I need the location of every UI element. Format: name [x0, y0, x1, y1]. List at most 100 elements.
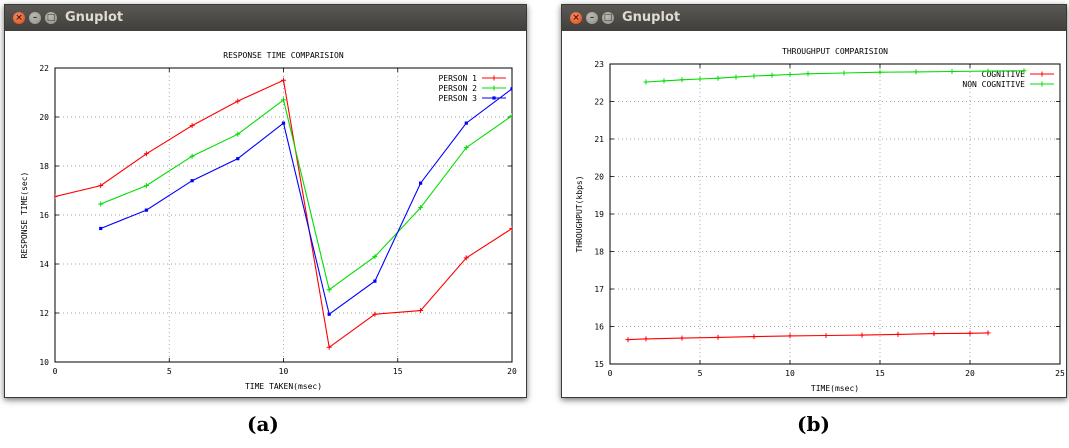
throughput-series-1: [625, 330, 991, 343]
data-point: [967, 330, 973, 336]
legend-label: PERSON 2: [438, 84, 477, 93]
data-point: [679, 77, 685, 83]
gnuplot-window-b: × – □ Gnuplot THROUGHPUT COMPARISION 0 5 10…: [561, 4, 1067, 398]
y-tick-label: 22: [39, 64, 49, 73]
data-point: [235, 98, 241, 104]
data-point: [418, 308, 424, 314]
x-tick-label: 15: [875, 369, 885, 378]
y-tick-label: 18: [594, 248, 604, 257]
data-point: [143, 183, 149, 189]
y-tick-label: 20: [594, 173, 604, 182]
y-tick-label: 12: [39, 309, 49, 318]
close-icon[interactable]: ×: [570, 12, 582, 24]
legend-marker: [491, 85, 497, 91]
person-series-3: [99, 87, 512, 316]
data-point: [805, 71, 811, 77]
y-tick-label: 15: [594, 360, 604, 369]
data-point: [715, 334, 721, 340]
y-tick-label: 20: [39, 113, 49, 122]
legend-label: COGNITIVE: [982, 70, 1026, 79]
x-tick-label: 15: [393, 367, 403, 376]
data-point: [372, 311, 378, 317]
x-tick-label: 20: [507, 367, 517, 376]
x-tick-label: 0: [53, 367, 58, 376]
x-tick-label: 10: [785, 369, 795, 378]
data-point: [733, 74, 739, 80]
data-point: [144, 208, 148, 212]
data-point: [326, 287, 332, 293]
data-point: [281, 97, 286, 103]
data-point: [189, 123, 195, 129]
data-point: [643, 79, 649, 85]
x-tick-label: 5: [698, 369, 703, 378]
data-point: [661, 78, 667, 84]
y-tick-label: 21: [594, 135, 604, 144]
x-tick-label: 0: [608, 369, 613, 378]
data-point: [625, 337, 631, 343]
y-tick-label: 16: [39, 211, 49, 220]
data-point: [787, 72, 793, 77]
y-tick-label: 19: [594, 210, 604, 219]
legend-marker: [1039, 81, 1045, 87]
x-axis-label: TIME TAKEN(msec): [245, 382, 322, 391]
data-point: [281, 121, 286, 125]
x-tick-label: 20: [965, 369, 975, 378]
data-point: [189, 153, 195, 159]
data-point: [841, 70, 847, 76]
data-point: [327, 312, 331, 316]
data-point: [463, 145, 469, 151]
data-point: [98, 183, 104, 189]
data-point: [931, 331, 937, 337]
data-point: [419, 181, 423, 185]
data-point: [859, 332, 865, 338]
y-tick-label: 18: [39, 162, 49, 171]
y-tick-label: 23: [594, 60, 604, 69]
window-title: Gnuplot: [622, 10, 681, 25]
data-point: [509, 225, 512, 231]
data-point: [235, 131, 241, 137]
window-title: Gnuplot: [65, 10, 124, 25]
minimize-icon[interactable]: –: [29, 12, 41, 24]
series-line: [627, 332, 989, 341]
minimize-icon[interactable]: –: [586, 12, 598, 24]
data-point: [985, 330, 991, 336]
person-series-2: [98, 97, 512, 293]
data-point: [751, 73, 757, 79]
y-axis-label: THROUGHPUT(kbps): [575, 175, 584, 252]
maximize-icon[interactable]: □: [45, 12, 57, 24]
data-point: [190, 179, 194, 183]
y-axis-label: RESPONSE TIME(sec): [20, 172, 29, 259]
legend-label: PERSON 3: [438, 94, 477, 103]
data-point: [509, 113, 512, 119]
close-icon[interactable]: ×: [13, 12, 25, 24]
data-point: [464, 121, 468, 125]
chart-title: RESPONSE TIME COMPARISION: [223, 51, 344, 60]
plot-frame: [54, 67, 513, 363]
maximize-icon[interactable]: □: [602, 12, 614, 24]
data-point: [913, 69, 919, 75]
throughput-series-2: [643, 68, 1027, 85]
caption-b: (b): [797, 412, 830, 436]
data-point: [143, 151, 149, 157]
data-point: [463, 255, 469, 261]
x-tick-label: 10: [279, 367, 289, 376]
legend-marker: [491, 75, 497, 81]
data-point: [895, 331, 901, 337]
data-point: [823, 333, 829, 338]
data-point: [372, 254, 378, 260]
data-point: [55, 194, 58, 200]
data-point: [373, 279, 377, 283]
title-bar: × – □ Gnuplot: [5, 5, 526, 31]
data-point: [949, 69, 955, 74]
y-tick-label: 16: [594, 323, 604, 332]
data-point: [787, 333, 793, 339]
title-bar: × – □ Gnuplot: [562, 5, 1066, 31]
person-series-1: [55, 77, 512, 350]
data-point: [418, 205, 424, 211]
series-line: [100, 98, 512, 291]
response-time-chart: RESPONSE TIME COMPARISION 0 5 10 15 20 10 12 14 1…: [20, 51, 517, 391]
gnuplot-window-a: × – □ Gnuplot RESPONSE TIME COMPARISION 0…: [4, 4, 527, 398]
legend-label: NON COGNITIVE: [962, 80, 1025, 89]
y-tick-label: 17: [594, 285, 604, 294]
data-point: [697, 76, 703, 82]
